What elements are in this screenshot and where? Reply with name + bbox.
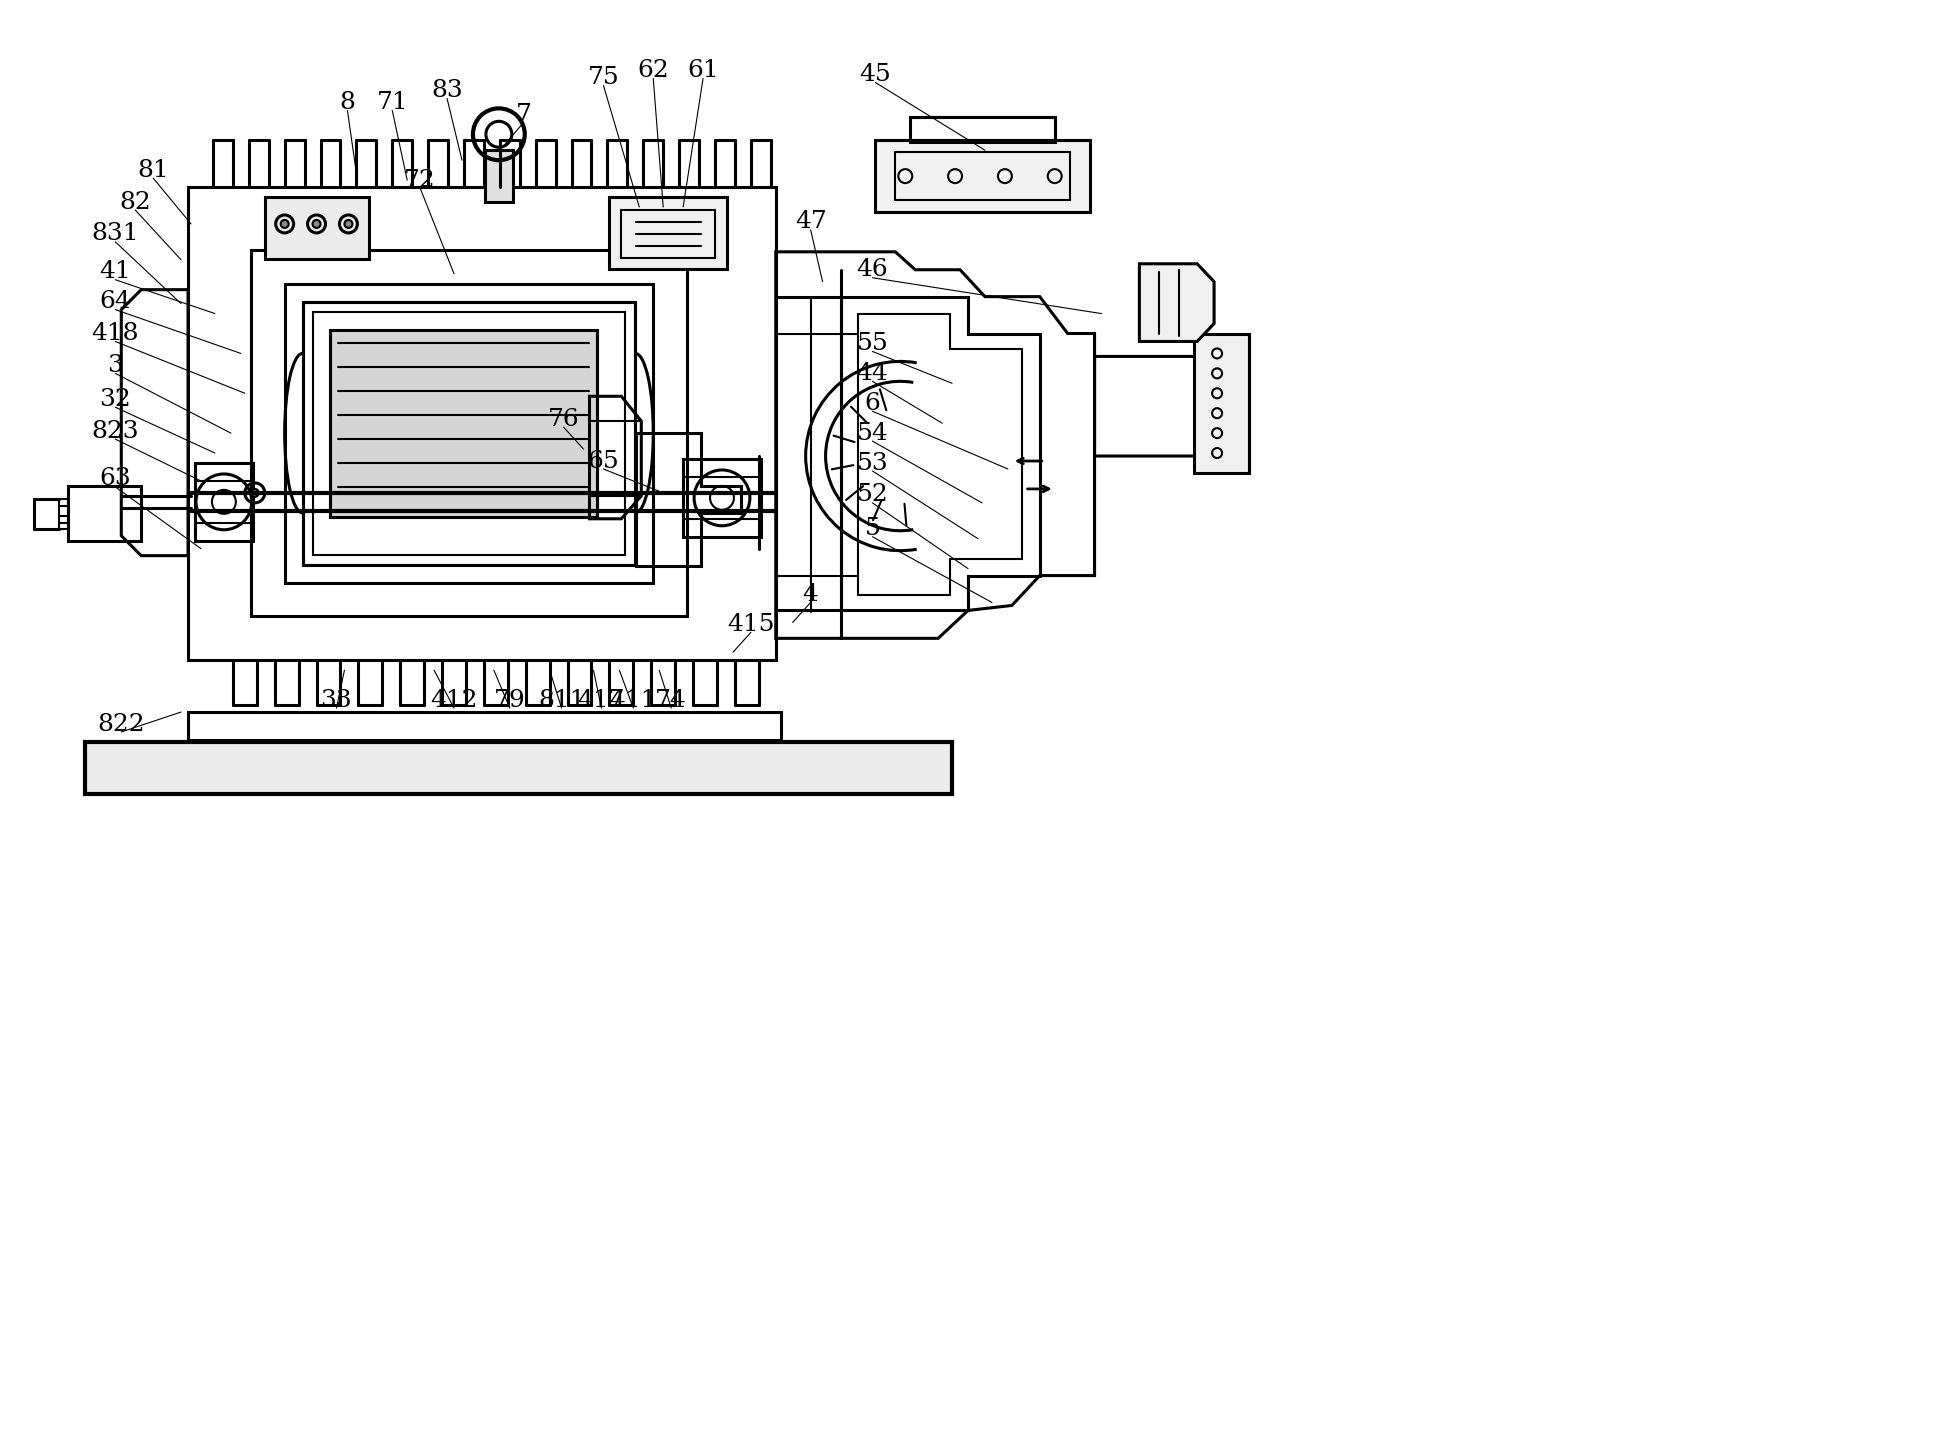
Text: 55: 55 xyxy=(856,332,888,355)
Text: 4: 4 xyxy=(802,583,817,606)
Text: 52: 52 xyxy=(856,483,888,506)
Text: 7: 7 xyxy=(516,103,532,126)
Text: 411: 411 xyxy=(610,689,657,712)
Text: 82: 82 xyxy=(119,190,151,213)
Text: 61: 61 xyxy=(686,59,719,83)
Text: 72: 72 xyxy=(405,168,436,191)
Text: 63: 63 xyxy=(100,467,131,490)
Text: 44: 44 xyxy=(856,362,888,384)
Bar xyxy=(876,141,1089,212)
Circle shape xyxy=(280,220,289,228)
Text: 46: 46 xyxy=(856,258,888,281)
Text: 3: 3 xyxy=(108,354,123,377)
Text: 412: 412 xyxy=(430,689,477,712)
Bar xyxy=(610,197,727,268)
Bar xyxy=(196,463,252,541)
Text: 33: 33 xyxy=(321,689,352,712)
Bar xyxy=(1195,334,1249,473)
Bar xyxy=(86,742,952,793)
Circle shape xyxy=(313,220,321,228)
Text: 418: 418 xyxy=(92,322,139,345)
Text: 71: 71 xyxy=(375,91,409,115)
Bar xyxy=(622,210,716,258)
Text: 811: 811 xyxy=(538,689,585,712)
Text: 8: 8 xyxy=(340,91,356,115)
Bar xyxy=(330,329,596,516)
Text: 45: 45 xyxy=(858,62,891,86)
Circle shape xyxy=(250,489,258,497)
Text: 823: 823 xyxy=(92,419,139,442)
Text: 5: 5 xyxy=(864,518,880,541)
Text: 65: 65 xyxy=(586,450,620,473)
Bar xyxy=(485,151,512,202)
Text: 76: 76 xyxy=(547,407,579,431)
Circle shape xyxy=(344,220,352,228)
Text: 54: 54 xyxy=(856,422,888,445)
Text: 74: 74 xyxy=(655,689,686,712)
Bar xyxy=(285,284,653,583)
Text: 81: 81 xyxy=(137,158,168,181)
Text: 83: 83 xyxy=(430,78,463,102)
Polygon shape xyxy=(1140,264,1214,342)
Text: 32: 32 xyxy=(100,387,131,410)
Bar xyxy=(188,712,780,740)
Text: 47: 47 xyxy=(794,210,827,233)
Text: 79: 79 xyxy=(495,689,526,712)
Text: 417: 417 xyxy=(577,689,626,712)
Bar xyxy=(250,249,686,616)
Text: 64: 64 xyxy=(100,290,131,313)
Text: 41: 41 xyxy=(100,260,131,283)
Text: 62: 62 xyxy=(637,59,669,83)
Bar xyxy=(682,460,760,536)
Bar xyxy=(264,197,369,258)
Text: 75: 75 xyxy=(586,67,620,88)
Bar xyxy=(909,117,1054,142)
Text: 822: 822 xyxy=(98,712,145,735)
Text: 6: 6 xyxy=(864,392,880,415)
Bar xyxy=(313,312,626,555)
Bar xyxy=(895,152,1069,200)
Text: 53: 53 xyxy=(856,451,888,474)
Text: 831: 831 xyxy=(92,222,139,245)
Text: 415: 415 xyxy=(727,613,774,637)
Bar xyxy=(303,302,635,564)
